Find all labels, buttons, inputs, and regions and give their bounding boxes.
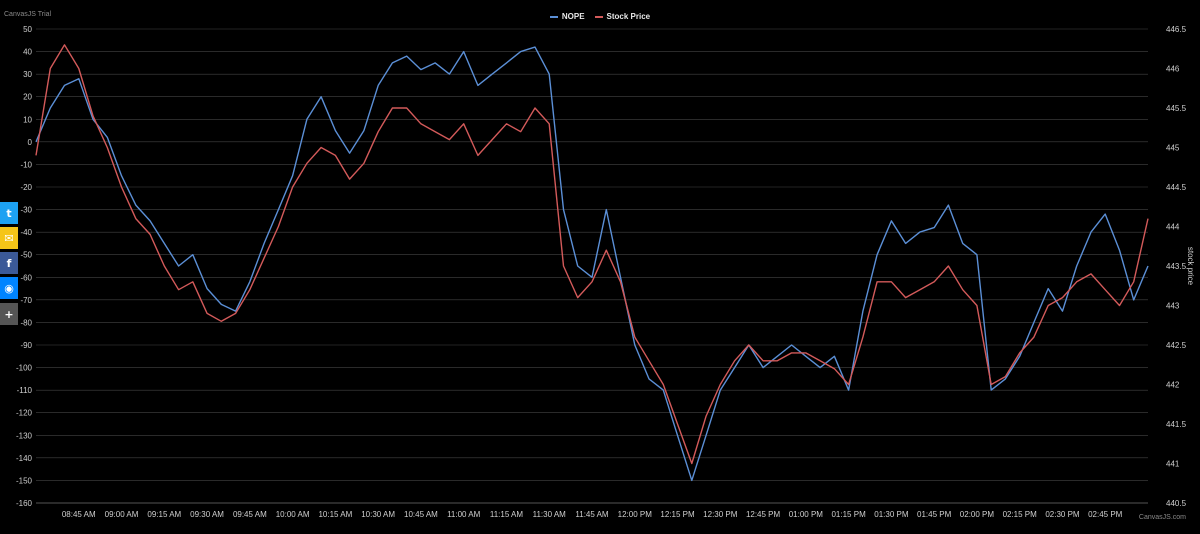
x-tick-label: 11:15 AM <box>490 510 524 519</box>
y-left-tick-label: -80 <box>20 318 32 327</box>
email-share-button[interactable]: ✉ <box>0 227 18 249</box>
y-left-tick-label: 30 <box>23 70 32 79</box>
share-more-button[interactable]: + <box>0 303 18 325</box>
x-tick-label: 01:00 PM <box>789 510 824 519</box>
x-tick-label: 10:15 AM <box>318 510 352 519</box>
legend-label-stock-price: Stock Price <box>606 12 651 21</box>
y-left-tick-label: -150 <box>16 476 33 485</box>
x-tick-label: 10:30 AM <box>361 510 395 519</box>
x-tick-label: 09:00 AM <box>105 510 139 519</box>
x-tick-label: 02:30 PM <box>1045 510 1080 519</box>
facebook-icon: f <box>6 256 12 270</box>
y-left-tick-label: -120 <box>16 409 33 418</box>
x-tick-label: 12:15 PM <box>660 510 695 519</box>
y-right-tick-label: 440.5 <box>1166 499 1187 508</box>
y-left-tick-label: 0 <box>28 138 33 147</box>
y-left-tick-label: -60 <box>20 273 32 282</box>
y-right-tick-label: 442 <box>1166 381 1180 390</box>
x-tick-label: 11:45 AM <box>575 510 609 519</box>
y-left-tick-label: 40 <box>23 48 32 57</box>
x-tick-label: 02:15 PM <box>1003 510 1038 519</box>
y-left-tick-label: -30 <box>20 206 32 215</box>
x-tick-label: 10:45 AM <box>404 510 438 519</box>
y-right-tick-label: 443 <box>1166 302 1180 311</box>
y-left-tick-label: -100 <box>16 364 33 373</box>
y-left-tick-label: -130 <box>16 431 33 440</box>
legend-item-nope[interactable]: NOPE <box>549 12 585 21</box>
share-more-icon: + <box>4 307 14 321</box>
y-right-tick-label: 446 <box>1166 65 1180 74</box>
y-left-tick-label: -10 <box>20 160 32 169</box>
legend-swatch-stock-price <box>594 15 603 18</box>
y-left-tick-label: -110 <box>17 386 33 395</box>
legend: NOPE Stock Price <box>0 12 1200 21</box>
x-tick-label: 11:30 AM <box>533 510 567 519</box>
x-tick-label: 01:45 PM <box>917 510 952 519</box>
x-tick-label: 09:15 AM <box>147 510 181 519</box>
legend-label-nope: NOPE <box>561 12 585 21</box>
y-right-tick-label: 445.5 <box>1166 104 1187 113</box>
y-left-tick-label: 20 <box>23 93 32 102</box>
x-tick-label: 02:00 PM <box>960 510 995 519</box>
y-left-tick-label: -160 <box>16 499 33 508</box>
y-right-tick-label: 446.5 <box>1166 25 1187 34</box>
email-icon: ✉ <box>4 231 14 245</box>
x-tick-label: 12:30 PM <box>703 510 738 519</box>
messenger-share-button[interactable]: ◉ <box>0 277 18 299</box>
y-left-tick-label: -40 <box>20 228 32 237</box>
y-right-tick-label: 441.5 <box>1166 420 1187 429</box>
y-right-tick-label: 444.5 <box>1166 183 1187 192</box>
watermark: CanvasJS Trial <box>4 11 52 18</box>
chart-credit[interactable]: CanvasJS.com <box>1138 514 1186 521</box>
twitter-icon: t <box>6 206 12 220</box>
y-right-tick-label: 441 <box>1166 460 1180 469</box>
y-right-tick-label: 442.5 <box>1166 341 1187 350</box>
series-line-nope <box>35 46 1149 482</box>
legend-swatch-nope <box>549 15 558 18</box>
x-tick-label: 01:15 PM <box>831 510 866 519</box>
x-tick-label: 12:00 PM <box>618 510 653 519</box>
y-left-tick-label: 50 <box>23 25 32 34</box>
y-left-tick-label: -70 <box>20 296 32 305</box>
y-left-tick-label: -90 <box>20 341 32 350</box>
y-right-tick-label: 444 <box>1166 223 1180 232</box>
twitter-share-button[interactable]: t <box>0 202 18 224</box>
y-left-tick-label: -50 <box>20 251 32 260</box>
x-tick-label: 11:00 AM <box>447 510 481 519</box>
x-tick-label: 08:45 AM <box>62 510 96 519</box>
x-tick-label: 09:30 AM <box>190 510 224 519</box>
x-tick-label: 12:45 PM <box>746 510 781 519</box>
x-tick-label: 09:45 AM <box>233 510 267 519</box>
series-line-stock-price <box>35 44 1149 465</box>
y-left-tick-label: -140 <box>16 454 33 463</box>
y-right-axis-title: stock price <box>1186 247 1195 286</box>
x-tick-label: 01:30 PM <box>874 510 909 519</box>
x-tick-label: 02:45 PM <box>1088 510 1123 519</box>
facebook-share-button[interactable]: f <box>0 252 18 274</box>
y-left-tick-label: 10 <box>23 115 32 124</box>
legend-item-stock-price[interactable]: Stock Price <box>594 12 651 21</box>
y-left-tick-label: -20 <box>20 183 32 192</box>
y-right-tick-label: 445 <box>1166 144 1180 153</box>
x-tick-label: 10:00 AM <box>276 510 310 519</box>
messenger-icon: ◉ <box>4 281 14 295</box>
y-right-tick-label: 443.5 <box>1166 262 1187 271</box>
